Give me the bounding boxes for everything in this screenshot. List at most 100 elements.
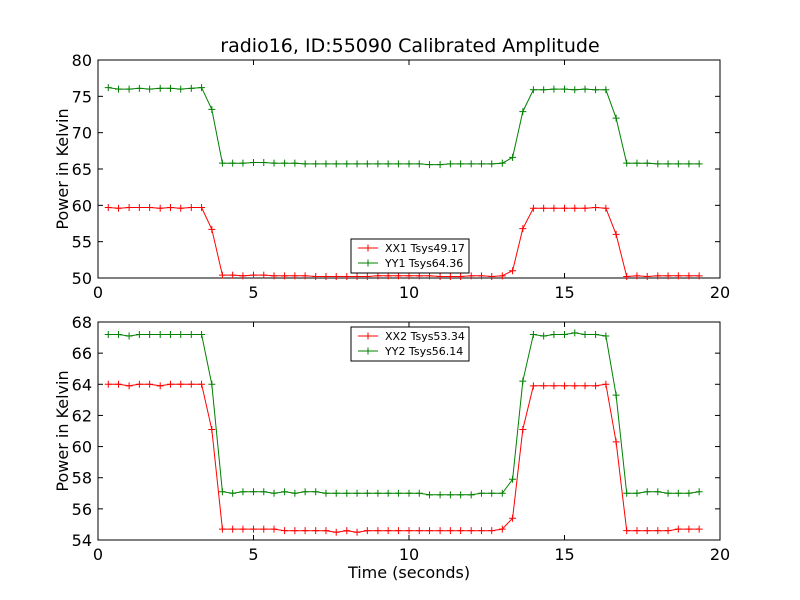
data-point bbox=[146, 330, 154, 338]
data-point bbox=[384, 527, 392, 535]
data-point bbox=[146, 380, 154, 388]
data-point bbox=[301, 272, 309, 280]
data-point bbox=[550, 330, 558, 338]
data-point bbox=[270, 489, 278, 497]
data-point bbox=[115, 204, 123, 212]
data-point bbox=[446, 491, 454, 499]
data-point bbox=[674, 160, 682, 168]
data-point bbox=[322, 489, 330, 497]
x-tick-label: 20 bbox=[710, 283, 730, 302]
data-point bbox=[592, 382, 600, 390]
data-point bbox=[446, 160, 454, 168]
data-point bbox=[592, 204, 600, 212]
data-point bbox=[571, 86, 579, 94]
data-point bbox=[498, 525, 506, 533]
legend-label: YY2 Tsys56.14 bbox=[384, 345, 463, 358]
data-point bbox=[229, 271, 237, 279]
series-line bbox=[108, 332, 700, 496]
data-point bbox=[477, 489, 485, 497]
y-tick-label: 64 bbox=[72, 375, 92, 394]
data-point bbox=[187, 380, 195, 388]
data-point bbox=[312, 488, 320, 496]
data-point bbox=[633, 272, 641, 280]
data-point bbox=[104, 330, 112, 338]
data-point bbox=[436, 161, 444, 169]
legend-marker bbox=[364, 259, 372, 267]
data-point bbox=[250, 158, 257, 166]
legend-marker bbox=[364, 332, 372, 340]
series-1 bbox=[104, 380, 703, 536]
y-tick-label: 66 bbox=[72, 344, 92, 363]
y-tick-label: 62 bbox=[72, 406, 92, 425]
data-point bbox=[612, 114, 620, 122]
data-point bbox=[643, 527, 651, 535]
data-point bbox=[436, 527, 444, 535]
data-point bbox=[104, 84, 112, 92]
data-point bbox=[322, 527, 330, 535]
data-point bbox=[198, 204, 206, 212]
data-point bbox=[146, 85, 154, 93]
plot-panel-2: 0 5 10 15 20 54 56 58 60 62 64 66 68 Power in Kelvin T… bbox=[53, 313, 730, 582]
data-point bbox=[664, 160, 672, 168]
data-point bbox=[643, 488, 651, 496]
data-point bbox=[343, 527, 351, 535]
series-2 bbox=[104, 329, 703, 499]
data-point bbox=[477, 160, 485, 168]
data-point bbox=[301, 488, 309, 496]
data-point bbox=[623, 527, 631, 535]
data-point bbox=[529, 382, 537, 390]
data-point bbox=[332, 273, 340, 281]
data-point bbox=[550, 85, 558, 93]
data-point bbox=[332, 489, 340, 497]
x-tick-label: 20 bbox=[710, 545, 730, 564]
data-point bbox=[135, 204, 143, 212]
y-tick-label: 54 bbox=[72, 531, 92, 550]
data-point bbox=[509, 514, 517, 522]
data-point bbox=[115, 330, 123, 338]
data-point bbox=[623, 489, 631, 497]
data-point bbox=[664, 527, 672, 535]
data-point bbox=[374, 527, 382, 535]
data-point bbox=[384, 160, 392, 168]
data-point bbox=[177, 380, 185, 388]
data-point bbox=[561, 85, 568, 93]
data-point bbox=[353, 489, 361, 497]
data-point bbox=[633, 489, 641, 497]
y-tick-label: 75 bbox=[72, 87, 92, 106]
data-point bbox=[312, 527, 320, 535]
series-line bbox=[108, 383, 700, 533]
chart-title: radio16, ID:55090 Calibrated Amplitude bbox=[220, 35, 599, 57]
plot-panel-1: 0 5 10 15 20 50 55 60 65 70 75 80 Power in Kelvin XX1… bbox=[53, 51, 730, 302]
data-point bbox=[239, 488, 247, 496]
data-point bbox=[394, 527, 402, 535]
data-point bbox=[291, 272, 299, 280]
data-point bbox=[353, 273, 361, 281]
data-point bbox=[187, 84, 195, 92]
data-point bbox=[674, 525, 682, 533]
data-point bbox=[104, 380, 112, 388]
data-point bbox=[457, 491, 465, 499]
data-point bbox=[550, 382, 558, 390]
data-point bbox=[488, 160, 496, 168]
data-point bbox=[643, 273, 651, 281]
legend-box bbox=[350, 326, 470, 362]
data-point bbox=[322, 273, 330, 281]
data-point bbox=[260, 525, 268, 533]
data-point bbox=[654, 527, 662, 535]
data-point bbox=[602, 204, 610, 212]
data-point bbox=[291, 527, 299, 535]
data-point bbox=[166, 330, 174, 338]
data-point bbox=[509, 153, 517, 161]
data-point bbox=[581, 85, 589, 93]
data-point bbox=[250, 525, 257, 533]
data-point bbox=[135, 84, 143, 92]
data-point bbox=[332, 528, 340, 536]
data-point bbox=[436, 491, 444, 499]
data-point bbox=[561, 382, 568, 390]
data-point bbox=[612, 391, 620, 399]
data-point bbox=[177, 330, 185, 338]
data-point bbox=[498, 159, 506, 167]
data-point bbox=[581, 204, 589, 212]
data-point bbox=[550, 204, 558, 212]
data-point bbox=[602, 380, 610, 388]
